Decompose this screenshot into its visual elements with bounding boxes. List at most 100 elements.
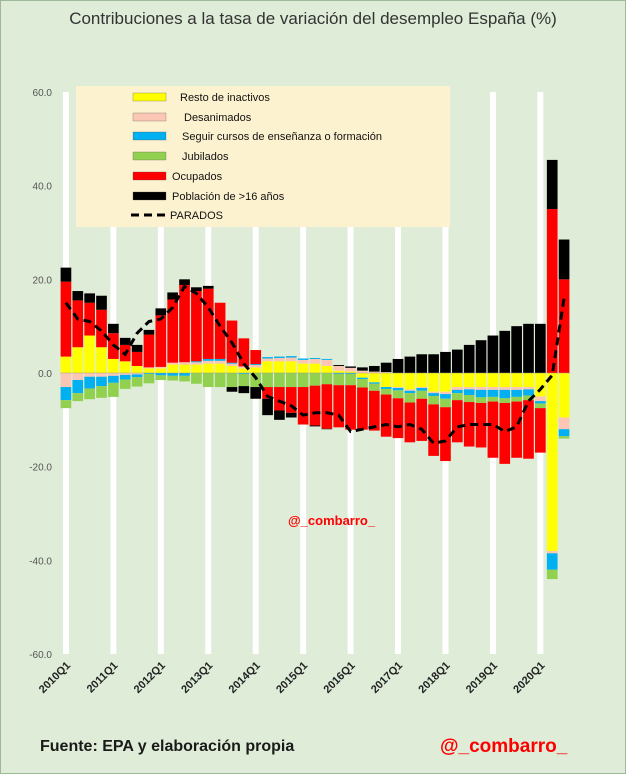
bar-segment [511, 373, 522, 388]
bar-segment [202, 363, 214, 373]
bar-segment [511, 401, 522, 458]
bar-segment [440, 373, 451, 392]
bar-segment [179, 362, 190, 365]
bar-segment [60, 373, 72, 388]
bar-segment [250, 387, 262, 399]
bar-segment [214, 363, 226, 373]
bar-segment [131, 374, 143, 378]
x-tick-label: 2012Q1 [132, 660, 168, 696]
bar-segment [475, 389, 487, 398]
bar-segment [96, 386, 107, 398]
bar-segment [238, 368, 250, 373]
bar-segment [321, 359, 333, 366]
bar-segment [297, 363, 309, 373]
bar-segment [535, 401, 546, 404]
bar-segment [380, 394, 392, 437]
bar-segment [285, 412, 297, 418]
bar-segment [309, 425, 321, 427]
bar-segment [226, 362, 238, 364]
bar-segment [155, 373, 167, 376]
bar-segment [214, 302, 226, 359]
bar-segment [262, 357, 273, 359]
bar-segment [202, 285, 214, 289]
bar-segment [451, 387, 463, 390]
bar-segment [333, 365, 345, 366]
bar-segment [440, 351, 451, 373]
bar-segment [558, 279, 570, 373]
bar-segment [250, 364, 262, 366]
bar-segment [119, 361, 131, 373]
bar-segment [333, 373, 345, 374]
parados-line [64, 284, 566, 445]
y-tick-label: -20.0 [29, 463, 52, 474]
bar-segment [131, 377, 143, 387]
bar-segment [191, 364, 202, 373]
bar-segment [297, 359, 309, 364]
bar-segment [226, 373, 238, 388]
bar-segment [226, 387, 238, 392]
bar-segment [428, 391, 439, 394]
y-tick-label: 40.0 [33, 182, 53, 193]
bar-segment [321, 365, 333, 373]
bar-segment [167, 299, 179, 363]
bar-segment [523, 389, 534, 396]
bar-segment [274, 358, 285, 362]
bar-segment [428, 404, 439, 456]
legend-label: Resto de inactivos [180, 92, 270, 104]
bar-segment [404, 390, 416, 394]
bar-segment [523, 395, 534, 401]
bar-segment [96, 373, 107, 377]
bar-segment [368, 382, 380, 384]
bar-segment [357, 377, 368, 380]
bar-segment [368, 373, 380, 383]
bar-segment [463, 389, 475, 396]
bar-segment [179, 364, 190, 373]
bar-segment [297, 358, 309, 360]
bar-segment [333, 373, 345, 386]
bar-segment [108, 323, 119, 334]
x-tick-label: 2017Q1 [369, 660, 405, 696]
bar-segment [380, 373, 392, 388]
legend-label: Desanimados [184, 112, 252, 124]
bar-segment [262, 358, 273, 362]
bar-segment [84, 388, 95, 400]
legend-swatch [132, 112, 167, 122]
bar-segment [451, 373, 463, 388]
bar-segment [451, 389, 463, 394]
bar-segment [535, 403, 546, 409]
bar-segment [84, 373, 95, 377]
bar-segment [238, 366, 250, 369]
bar-segment [191, 362, 202, 365]
bar-segment [368, 371, 380, 373]
bar-segment [487, 387, 499, 390]
bar-segment [475, 340, 487, 373]
bar-segment [191, 291, 202, 362]
legend-box [76, 86, 450, 227]
x-tick-label: 2016Q1 [322, 660, 358, 696]
bar-segment [238, 373, 250, 387]
bar-segment [143, 329, 155, 335]
x-tick-label: 2020Q1 [511, 660, 547, 696]
bar-segment [60, 400, 72, 409]
bar-segment [380, 387, 392, 389]
y-tick-label: 60.0 [33, 88, 53, 99]
bar-segment [345, 373, 356, 374]
bar-segment [416, 373, 428, 388]
bar-segment [167, 362, 179, 365]
legend-label: Ocupados [172, 171, 223, 183]
bar-segment [72, 291, 84, 301]
bar-segment [475, 397, 487, 403]
x-tick-label: 2010Q1 [37, 660, 73, 696]
bar-segment [297, 387, 309, 425]
bar-segment [191, 373, 202, 384]
bar-segment [214, 358, 226, 361]
bar-segment [499, 373, 511, 388]
y-tick-label: -40.0 [29, 556, 52, 567]
bar-segment [392, 387, 404, 388]
bar-segment [523, 373, 534, 388]
bar-segment [499, 398, 511, 403]
bar-segment [511, 326, 522, 373]
bar-segment [404, 402, 416, 443]
bar-segment [499, 389, 511, 399]
